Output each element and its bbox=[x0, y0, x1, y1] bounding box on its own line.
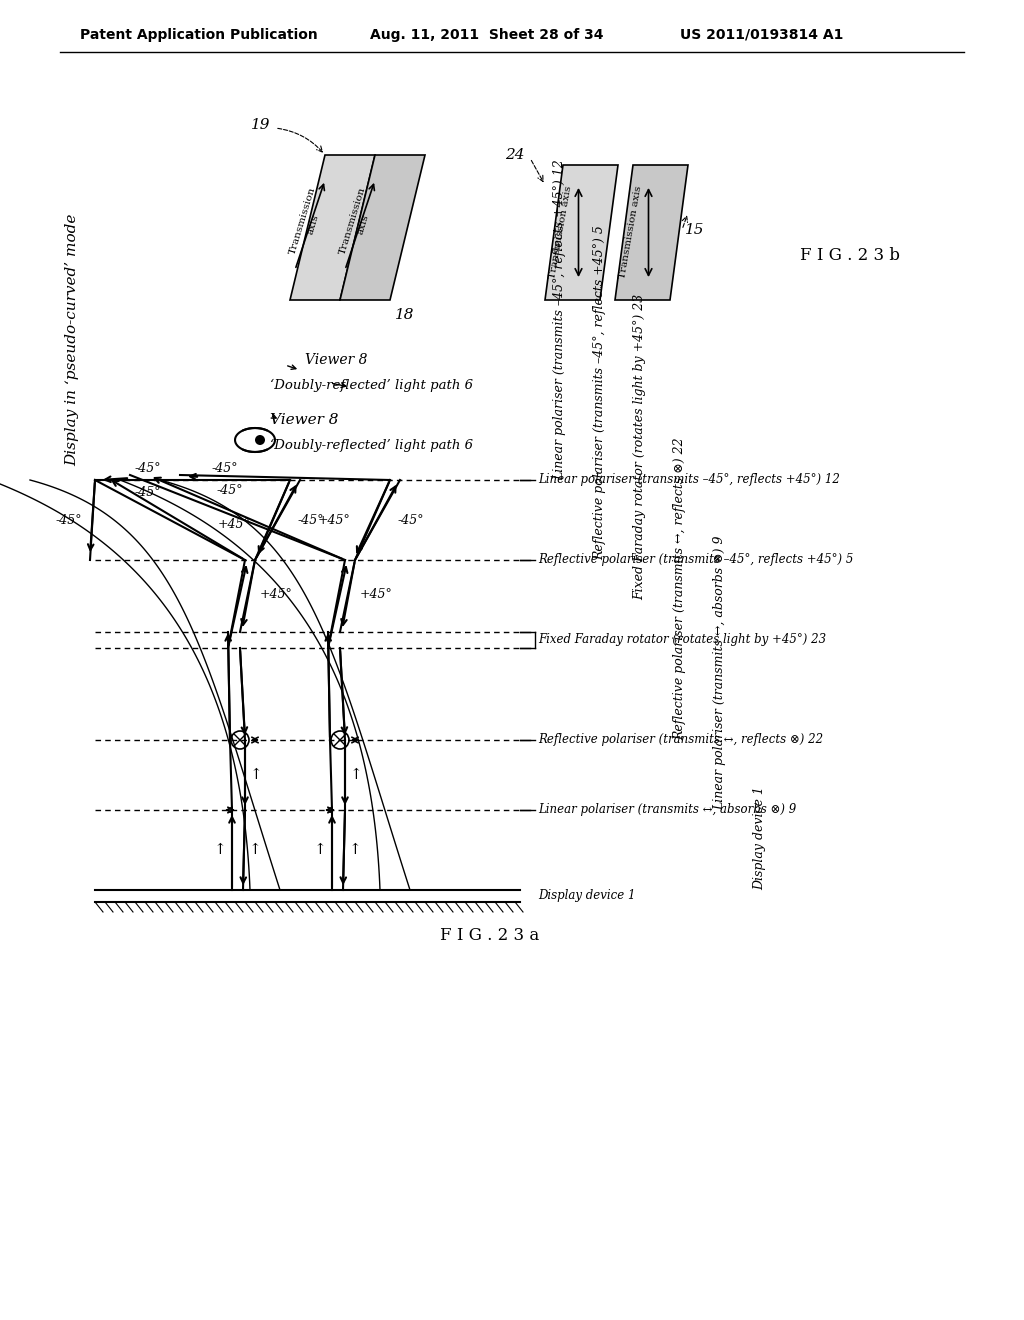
Text: -45°: -45° bbox=[55, 513, 82, 527]
Text: Linear polariser (transmits ↔, absorbs ⊗) 9: Linear polariser (transmits ↔, absorbs ⊗… bbox=[538, 804, 797, 817]
Text: Aug. 11, 2011  Sheet 28 of 34: Aug. 11, 2011 Sheet 28 of 34 bbox=[370, 28, 603, 42]
Text: ↑: ↑ bbox=[213, 843, 226, 857]
Text: Linear polariser (transmits –45°, reflects +45°) 12: Linear polariser (transmits –45°, reflec… bbox=[554, 160, 566, 480]
Text: Transmission axis: Transmission axis bbox=[549, 185, 573, 280]
Text: Viewer 8: Viewer 8 bbox=[270, 413, 339, 426]
Text: US 2011/0193814 A1: US 2011/0193814 A1 bbox=[680, 28, 844, 42]
Text: ‘Doubly-reflected’ light path 6: ‘Doubly-reflected’ light path 6 bbox=[270, 379, 473, 392]
Text: Patent Application Publication: Patent Application Publication bbox=[80, 28, 317, 42]
Text: 24: 24 bbox=[506, 148, 525, 162]
Text: Linear polariser (transmits –45°, reflects +45°) 12: Linear polariser (transmits –45°, reflec… bbox=[538, 474, 840, 487]
Text: Fixed Faraday rotator (rotates light by +45°) 23: Fixed Faraday rotator (rotates light by … bbox=[634, 294, 646, 601]
Text: Reflective polariser (transmits ↔, reflects ⊗) 22: Reflective polariser (transmits ↔, refle… bbox=[674, 437, 686, 741]
Text: Transmission
axis: Transmission axis bbox=[289, 186, 328, 259]
Text: 19: 19 bbox=[251, 117, 270, 132]
Text: +45°: +45° bbox=[360, 589, 393, 602]
Polygon shape bbox=[545, 165, 618, 300]
Text: ↑: ↑ bbox=[250, 768, 263, 781]
Polygon shape bbox=[615, 165, 688, 300]
Text: +45°: +45° bbox=[317, 513, 350, 527]
Text: Display in ‘pseudo-curved’ mode: Display in ‘pseudo-curved’ mode bbox=[65, 214, 79, 466]
Text: Display device 1: Display device 1 bbox=[754, 787, 767, 890]
Text: F I G . 2 3 a: F I G . 2 3 a bbox=[440, 927, 540, 944]
Text: Reflective polariser (transmits –45°, reflects +45°) 5: Reflective polariser (transmits –45°, re… bbox=[594, 226, 606, 560]
Text: -45°: -45° bbox=[212, 462, 239, 474]
Text: Display device 1: Display device 1 bbox=[538, 890, 636, 903]
Text: -45°: -45° bbox=[298, 513, 325, 527]
Text: Linear polariser (transmits ↔, absorbs ⊗) 9: Linear polariser (transmits ↔, absorbs ⊗… bbox=[714, 536, 726, 810]
Text: Fixed Faraday rotator (rotates light by +45°) 23: Fixed Faraday rotator (rotates light by … bbox=[538, 634, 826, 647]
Text: Transmission
axis: Transmission axis bbox=[339, 186, 378, 259]
Text: +45°: +45° bbox=[217, 519, 250, 532]
Polygon shape bbox=[340, 154, 425, 300]
Text: 18: 18 bbox=[395, 308, 415, 322]
Text: -45°: -45° bbox=[135, 462, 161, 474]
Text: ‘Doubly-reflected’ light path 6: ‘Doubly-reflected’ light path 6 bbox=[270, 438, 473, 451]
Text: -45°: -45° bbox=[398, 513, 425, 527]
Text: Reflective polariser (transmits ↔, reflects ⊗) 22: Reflective polariser (transmits ↔, refle… bbox=[538, 734, 823, 747]
Text: ↑: ↑ bbox=[350, 768, 362, 781]
Text: F I G . 2 3 b: F I G . 2 3 b bbox=[800, 247, 900, 264]
Text: ↑: ↑ bbox=[249, 843, 262, 857]
Text: -45°: -45° bbox=[135, 486, 161, 499]
Text: Viewer 8: Viewer 8 bbox=[305, 352, 368, 367]
Circle shape bbox=[255, 436, 265, 445]
Text: 15: 15 bbox=[685, 223, 705, 238]
Text: Reflective polariser (transmits –45°, reflects +45°) 5: Reflective polariser (transmits –45°, re… bbox=[538, 553, 853, 566]
Polygon shape bbox=[290, 154, 375, 300]
Text: -45°: -45° bbox=[217, 483, 244, 496]
Text: +45°: +45° bbox=[260, 589, 293, 602]
Text: Transmission axis: Transmission axis bbox=[618, 185, 644, 280]
Text: ↑: ↑ bbox=[349, 843, 361, 857]
Text: ↑: ↑ bbox=[313, 843, 326, 857]
